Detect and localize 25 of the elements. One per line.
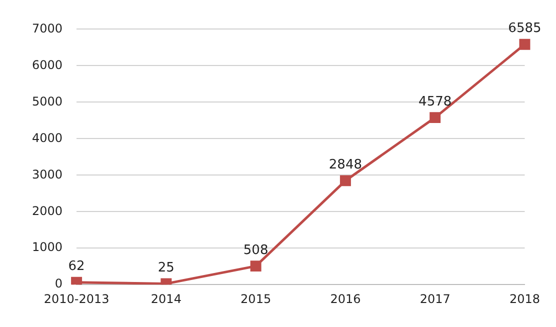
point <box>250 260 262 272</box>
x-tick-label: 2014 <box>150 292 182 306</box>
y-tick-label: 4000 <box>32 130 63 145</box>
x-tick-label: 2015 <box>240 292 272 306</box>
data-label: 62 <box>68 259 85 274</box>
y-tick-label: 1000 <box>32 240 63 254</box>
data-label: 25 <box>158 260 174 276</box>
point <box>340 175 351 186</box>
y-tick-label: 0 <box>54 276 63 291</box>
data-label: 4578 <box>418 94 452 110</box>
x-tick-label: 2018 <box>509 292 540 306</box>
data-label: 2848 <box>328 158 362 173</box>
y-tick-label: 2000 <box>32 204 63 218</box>
data-label: 508 <box>243 242 268 258</box>
y-tick-label: 7000 <box>32 21 63 36</box>
x-tick-label: 2010-2013 <box>44 292 110 306</box>
data-label: 6585 <box>508 21 542 36</box>
y-tick-label: 3000 <box>32 167 63 182</box>
x-tick-label: 2017 <box>420 292 450 306</box>
y-tick-label: 6000 <box>32 58 63 72</box>
point <box>430 112 441 124</box>
point <box>519 38 530 50</box>
y-tick-label: 5000 <box>32 94 63 108</box>
point <box>71 276 82 285</box>
x-tick-label: 2016 <box>330 292 361 306</box>
